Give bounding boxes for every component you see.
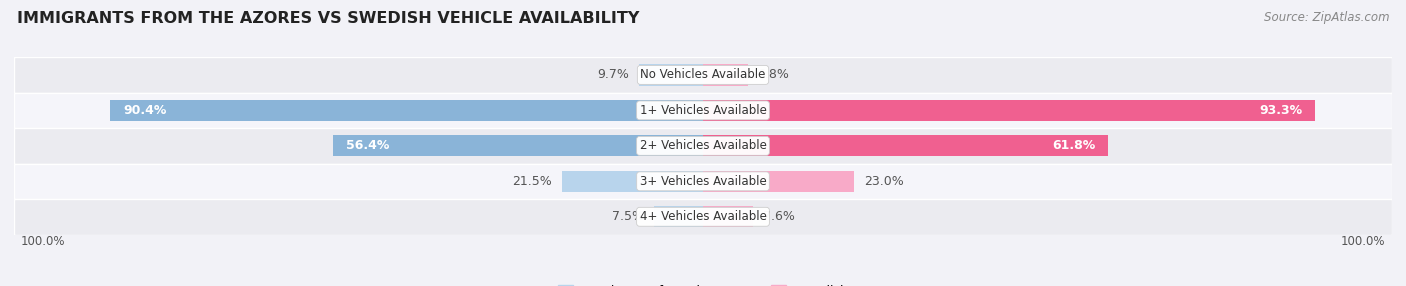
- Bar: [562, 171, 703, 192]
- Bar: [333, 135, 703, 156]
- Text: 7.6%: 7.6%: [762, 210, 794, 223]
- Text: 56.4%: 56.4%: [346, 139, 389, 152]
- Text: 9.7%: 9.7%: [598, 68, 630, 82]
- Text: No Vehicles Available: No Vehicles Available: [640, 68, 766, 82]
- Text: 2+ Vehicles Available: 2+ Vehicles Available: [640, 139, 766, 152]
- Bar: [703, 171, 853, 192]
- Bar: [640, 64, 703, 86]
- Bar: [703, 135, 1108, 156]
- Bar: [654, 206, 703, 227]
- Text: 6.8%: 6.8%: [758, 68, 789, 82]
- Bar: [14, 164, 1392, 199]
- Text: 4+ Vehicles Available: 4+ Vehicles Available: [640, 210, 766, 223]
- Bar: [703, 206, 752, 227]
- Text: 100.0%: 100.0%: [21, 235, 65, 247]
- Bar: [703, 100, 1315, 121]
- Text: 7.5%: 7.5%: [612, 210, 644, 223]
- Bar: [110, 100, 703, 121]
- Text: 90.4%: 90.4%: [122, 104, 166, 117]
- Text: 100.0%: 100.0%: [1341, 235, 1385, 247]
- Text: 61.8%: 61.8%: [1052, 139, 1095, 152]
- Text: IMMIGRANTS FROM THE AZORES VS SWEDISH VEHICLE AVAILABILITY: IMMIGRANTS FROM THE AZORES VS SWEDISH VE…: [17, 11, 640, 26]
- Bar: [14, 199, 1392, 235]
- Text: 1+ Vehicles Available: 1+ Vehicles Available: [640, 104, 766, 117]
- Bar: [14, 93, 1392, 128]
- Text: Source: ZipAtlas.com: Source: ZipAtlas.com: [1264, 11, 1389, 24]
- Text: 93.3%: 93.3%: [1258, 104, 1302, 117]
- Bar: [14, 57, 1392, 93]
- Bar: [703, 64, 748, 86]
- Text: 3+ Vehicles Available: 3+ Vehicles Available: [640, 175, 766, 188]
- Text: 21.5%: 21.5%: [512, 175, 553, 188]
- Legend: Immigrants from the Azores, Swedish: Immigrants from the Azores, Swedish: [554, 280, 852, 286]
- Text: 23.0%: 23.0%: [863, 175, 904, 188]
- Bar: [14, 128, 1392, 164]
